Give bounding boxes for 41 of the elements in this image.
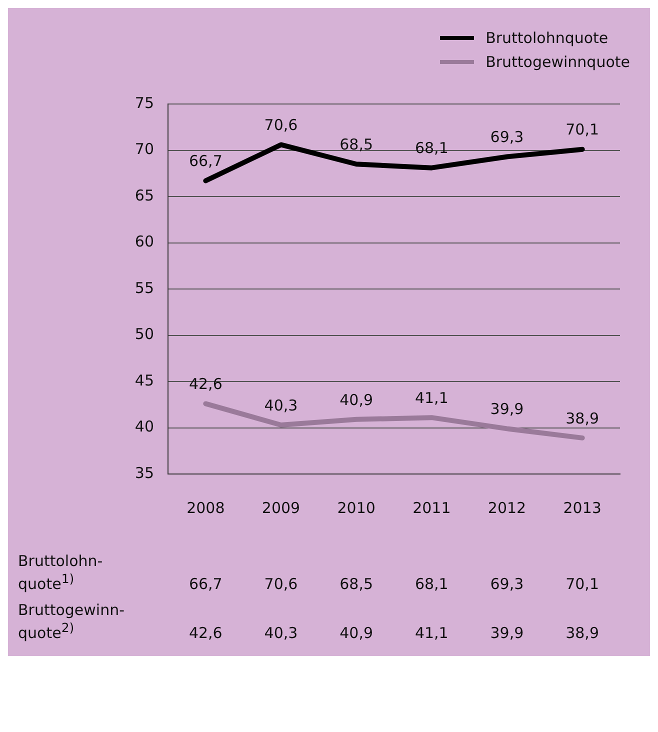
x-tick-label: 2010 — [337, 498, 376, 517]
text: 68,5 — [340, 136, 374, 154]
data-label: 41,1 — [414, 624, 450, 642]
y-tick-label: 70 — [134, 140, 154, 158]
data-label: 69,3 — [489, 575, 525, 593]
data-label: 66,7 — [188, 575, 224, 593]
text: 40,9 — [340, 390, 374, 409]
text: 69,3 — [490, 128, 524, 146]
text: 70,1 — [566, 120, 600, 139]
data-label: 70,1 — [564, 575, 600, 593]
x-tick-label: 2012 — [488, 498, 526, 517]
y-tick-label: 75 — [134, 94, 154, 112]
data-label: 68,5 — [338, 575, 374, 593]
text: 66,7 — [188, 152, 222, 170]
data-label: 39,9 — [489, 624, 525, 642]
data-label: 42,6 — [188, 624, 224, 642]
text: Bruttogewinn-quote$^{2)}$ — [18, 601, 126, 642]
y-tick-label: 40 — [134, 418, 154, 436]
y-tick-label: 50 — [134, 325, 154, 344]
data-label: 70,6 — [263, 575, 299, 593]
text: 41,1 — [414, 388, 448, 407]
x-tick-label: 2008 — [186, 498, 225, 517]
y-tick-label: 45 — [134, 371, 154, 390]
x-tick-label: 2011 — [412, 498, 451, 517]
y-tick-label: 55 — [134, 278, 154, 297]
legend-label: Bruttolohnquote — [486, 28, 608, 49]
y-tick-label: 60 — [134, 232, 154, 251]
x-tick-label: 2009 — [262, 498, 300, 517]
legend-label: Bruttogewinnquote — [486, 52, 630, 73]
text: 38,9 — [566, 409, 600, 428]
data-label: 38,9 — [564, 624, 600, 642]
text: 39,9 — [490, 400, 524, 418]
data-label: 68,1 — [414, 575, 450, 593]
y-tick-label: 65 — [134, 186, 154, 204]
x-tick-label: 2013 — [563, 498, 602, 517]
y-tick-label: 35 — [134, 464, 154, 482]
text: Bruttolohn-quote$^{1)}$ — [18, 552, 104, 593]
text: 40,3 — [264, 396, 298, 414]
data-label: 40,3 — [263, 624, 299, 642]
data-label: 40,9 — [338, 624, 374, 642]
text: 70,6 — [264, 116, 298, 134]
